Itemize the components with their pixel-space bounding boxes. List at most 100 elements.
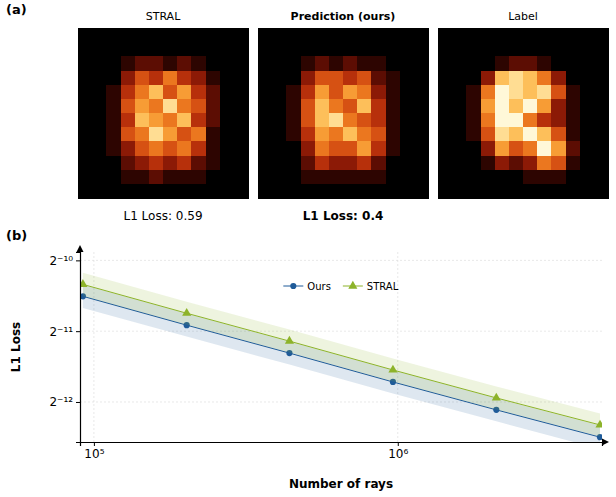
heatmap-cell	[343, 141, 358, 156]
heatmap-cell	[523, 184, 538, 199]
heatmap-cell	[135, 71, 150, 86]
heatmap-cell	[481, 141, 496, 156]
heatmap-cell	[301, 127, 316, 142]
heatmap-cell	[537, 42, 552, 57]
heatmap-cell	[386, 71, 401, 86]
heatmap-cell	[495, 99, 510, 114]
heatmap-cell	[580, 113, 595, 128]
heatmap-cell	[551, 71, 566, 86]
heatmap-cell	[121, 56, 136, 71]
heatmap-cell	[580, 99, 595, 114]
heatmap-cell	[452, 71, 467, 86]
heatmap-cell	[301, 141, 316, 156]
heatmap-cell	[329, 184, 344, 199]
heatmap-cell	[452, 42, 467, 57]
heatmap-cell	[234, 127, 249, 142]
heatmap-cell	[206, 28, 221, 43]
heatmap-cell	[315, 71, 330, 86]
heatmap-cell	[301, 71, 316, 86]
heatmap-cell	[537, 127, 552, 142]
heatmap-cell	[206, 184, 221, 199]
heatmap-cell	[580, 184, 595, 199]
heatmap-cell	[580, 42, 595, 57]
plot-area	[80, 273, 602, 442]
heatmap-cell	[343, 170, 358, 185]
image-background	[78, 28, 248, 198]
y-tick-label: 2⁻¹¹	[49, 325, 73, 339]
heatmap-cell	[149, 113, 164, 128]
heatmap-cell	[177, 56, 192, 71]
heatmap-cell	[301, 156, 316, 171]
heatmap-cells	[258, 28, 429, 199]
heatmap-cell	[272, 170, 287, 185]
heatmap-cell	[149, 184, 164, 199]
heatmap-cell	[466, 113, 481, 128]
x-tick: 10⁶	[388, 442, 408, 461]
heatmap-cell	[438, 184, 453, 199]
heatmap-cell	[92, 71, 107, 86]
heatmap-cell	[286, 141, 301, 156]
heatmap-cell	[315, 170, 330, 185]
heatmap-cell	[466, 156, 481, 171]
heatmap-cell	[371, 56, 386, 71]
heatmap-cell	[537, 28, 552, 43]
heatmap-cell	[357, 141, 372, 156]
heatmap-cell	[438, 42, 453, 57]
heatmap-cell	[163, 127, 178, 142]
heatmap-cell	[343, 99, 358, 114]
heatmap-cell	[206, 170, 221, 185]
heatmap-cell	[357, 156, 372, 171]
heatmap-cell	[438, 56, 453, 71]
heatmap-cell	[206, 141, 221, 156]
heatmap-cell	[220, 42, 235, 57]
heatmap-cell	[481, 113, 496, 128]
heatmap-cell	[106, 71, 121, 86]
heatmap-cell	[386, 85, 401, 100]
heatmap-cell	[438, 99, 453, 114]
heatmap-cell	[371, 141, 386, 156]
image-background	[258, 28, 428, 198]
heatmap-cell	[400, 127, 415, 142]
heatmap-cell	[272, 28, 287, 43]
heatmap-cell	[206, 127, 221, 142]
heatmap-cell	[466, 85, 481, 100]
heatmap-cell	[400, 156, 415, 171]
y-tick: 2⁻¹²	[49, 395, 80, 409]
heatmap-cell	[272, 71, 287, 86]
x-axis-arrow	[602, 439, 609, 446]
heatmap-cell	[495, 113, 510, 128]
heatmap-cell	[191, 127, 206, 142]
heatmap-cell	[329, 28, 344, 43]
heatmap-cell	[580, 71, 595, 86]
heatmap-cell	[452, 113, 467, 128]
heatmap-cell	[371, 170, 386, 185]
heatmap-cell	[121, 85, 136, 100]
heatmap-cell	[414, 113, 429, 128]
heatmap-cell	[315, 85, 330, 100]
heatmap-cell	[149, 85, 164, 100]
heatmap-cell	[566, 141, 581, 156]
heatmap-cell	[452, 170, 467, 185]
heatmap-cell	[234, 85, 249, 100]
heatmap-cell	[523, 170, 538, 185]
heatmap-cell	[551, 99, 566, 114]
heatmap-cell	[343, 28, 358, 43]
heatmap-cell	[135, 184, 150, 199]
heatmap-cell	[258, 127, 273, 142]
heatmap-cell	[371, 85, 386, 100]
x-axis-line	[81, 443, 603, 447]
heatmap-cell	[135, 170, 150, 185]
heatmap-cell	[92, 127, 107, 142]
heatmap-cell	[438, 28, 453, 43]
heatmap-cell	[386, 56, 401, 71]
y-tick-label: 2⁻¹²	[49, 395, 73, 409]
heatmap-cell	[386, 127, 401, 142]
heatmap-cell	[523, 28, 538, 43]
heatmap-cell	[177, 113, 192, 128]
heatmap-cell	[149, 170, 164, 185]
heatmap-cell	[272, 99, 287, 114]
heatmap-cell	[163, 113, 178, 128]
x-tick: 10⁵	[84, 442, 104, 461]
heatmap-cell	[258, 184, 273, 199]
heatmap-cell	[177, 85, 192, 100]
